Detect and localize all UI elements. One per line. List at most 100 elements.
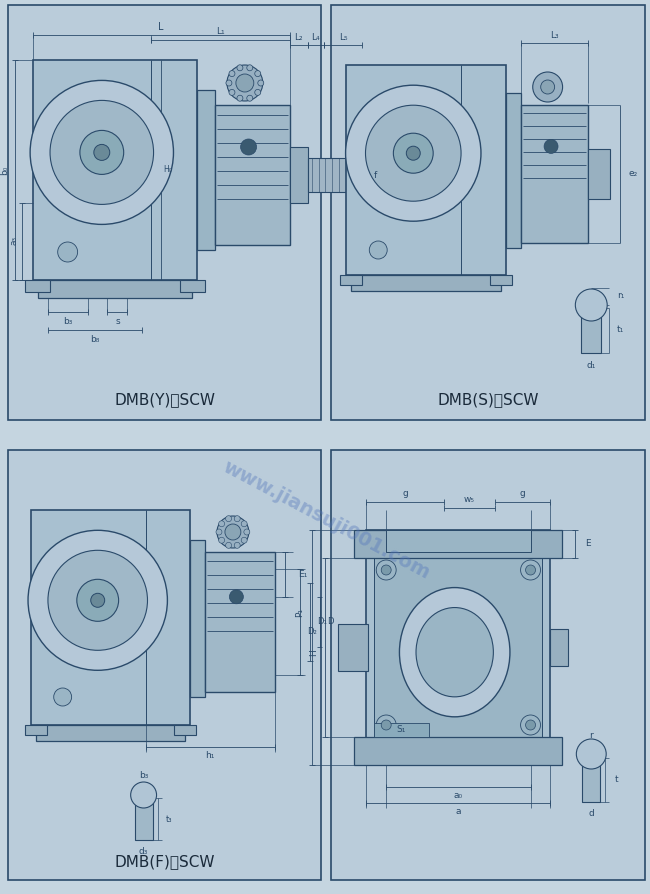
Circle shape <box>50 100 153 205</box>
Bar <box>38 280 192 298</box>
Circle shape <box>236 74 254 92</box>
Ellipse shape <box>400 587 510 717</box>
Bar <box>341 275 362 285</box>
Circle shape <box>575 289 607 321</box>
Circle shape <box>577 739 606 769</box>
Circle shape <box>234 516 240 522</box>
Circle shape <box>237 96 243 101</box>
Text: h₁: h₁ <box>205 752 214 761</box>
Circle shape <box>226 80 232 86</box>
Circle shape <box>365 105 461 201</box>
Circle shape <box>369 241 387 259</box>
Text: b₈: b₈ <box>90 334 99 343</box>
Bar <box>180 280 205 292</box>
Text: D₁: D₁ <box>317 618 328 627</box>
Text: b₃: b₃ <box>139 771 148 780</box>
Circle shape <box>229 590 243 603</box>
Bar <box>8 5 322 420</box>
Circle shape <box>526 565 536 575</box>
Circle shape <box>346 85 481 221</box>
Bar <box>346 65 506 275</box>
Ellipse shape <box>416 608 493 696</box>
Text: P₁: P₁ <box>295 608 304 617</box>
Circle shape <box>247 64 253 71</box>
Bar <box>581 308 601 353</box>
Text: r₁: r₁ <box>617 291 625 300</box>
Circle shape <box>48 551 148 650</box>
Circle shape <box>244 529 250 535</box>
Text: L: L <box>159 22 164 32</box>
Circle shape <box>544 139 558 154</box>
Circle shape <box>521 715 541 735</box>
Bar <box>32 60 197 280</box>
Circle shape <box>91 594 105 607</box>
Circle shape <box>30 80 174 224</box>
Circle shape <box>406 147 421 160</box>
Circle shape <box>28 530 168 670</box>
Text: g: g <box>402 490 408 499</box>
Bar <box>489 275 512 285</box>
Text: DMB(F)－SCW: DMB(F)－SCW <box>114 855 215 870</box>
Text: L₅: L₅ <box>339 32 348 41</box>
Bar <box>339 624 369 671</box>
Circle shape <box>54 688 72 706</box>
Text: d₁: d₁ <box>586 360 596 369</box>
Circle shape <box>521 560 541 580</box>
Circle shape <box>541 80 554 94</box>
Circle shape <box>217 516 249 548</box>
Circle shape <box>226 516 231 522</box>
Text: a₃: a₃ <box>9 236 18 245</box>
Circle shape <box>241 521 247 527</box>
Text: s: s <box>115 316 120 325</box>
Bar <box>354 530 562 558</box>
Bar <box>197 90 215 250</box>
Text: w₅: w₅ <box>464 495 475 504</box>
Circle shape <box>229 89 235 96</box>
Text: L₄: L₄ <box>311 32 320 41</box>
Text: a: a <box>456 807 461 816</box>
Bar <box>190 540 205 697</box>
Bar <box>367 530 551 765</box>
Text: D: D <box>328 618 334 627</box>
Bar <box>36 725 185 741</box>
Circle shape <box>237 64 243 71</box>
Bar <box>551 628 568 666</box>
Bar <box>506 93 521 248</box>
Text: L₁: L₁ <box>216 27 225 36</box>
Circle shape <box>77 579 118 621</box>
Circle shape <box>218 537 225 544</box>
Text: t: t <box>615 775 619 785</box>
Circle shape <box>234 543 240 548</box>
Circle shape <box>229 71 235 77</box>
Circle shape <box>258 80 264 86</box>
Text: a₀: a₀ <box>454 791 463 800</box>
Circle shape <box>255 71 261 77</box>
Text: E₁: E₁ <box>298 569 308 579</box>
Text: D₂: D₂ <box>307 628 317 637</box>
Bar <box>25 280 50 292</box>
Text: d: d <box>588 809 594 819</box>
Bar <box>386 530 530 552</box>
Circle shape <box>80 131 124 174</box>
Circle shape <box>131 782 157 808</box>
Bar <box>8 450 322 880</box>
Circle shape <box>376 715 396 735</box>
Bar <box>174 725 196 735</box>
Circle shape <box>382 565 391 575</box>
Text: b₃: b₃ <box>63 316 72 325</box>
Circle shape <box>216 529 222 535</box>
Text: H₀: H₀ <box>163 165 172 174</box>
Text: g: g <box>520 490 526 499</box>
Circle shape <box>526 720 536 730</box>
Text: t₁: t₁ <box>617 325 625 334</box>
Circle shape <box>533 72 563 102</box>
Bar <box>215 105 290 245</box>
Text: www.jiansuji001.com: www.jiansuji001.com <box>220 457 434 583</box>
Text: H: H <box>309 649 318 655</box>
Circle shape <box>218 521 225 527</box>
Text: f: f <box>374 171 378 180</box>
Text: DMB(Y)－SCW: DMB(Y)－SCW <box>114 392 215 408</box>
Bar <box>205 552 275 692</box>
Circle shape <box>393 133 433 173</box>
Bar <box>135 798 153 840</box>
